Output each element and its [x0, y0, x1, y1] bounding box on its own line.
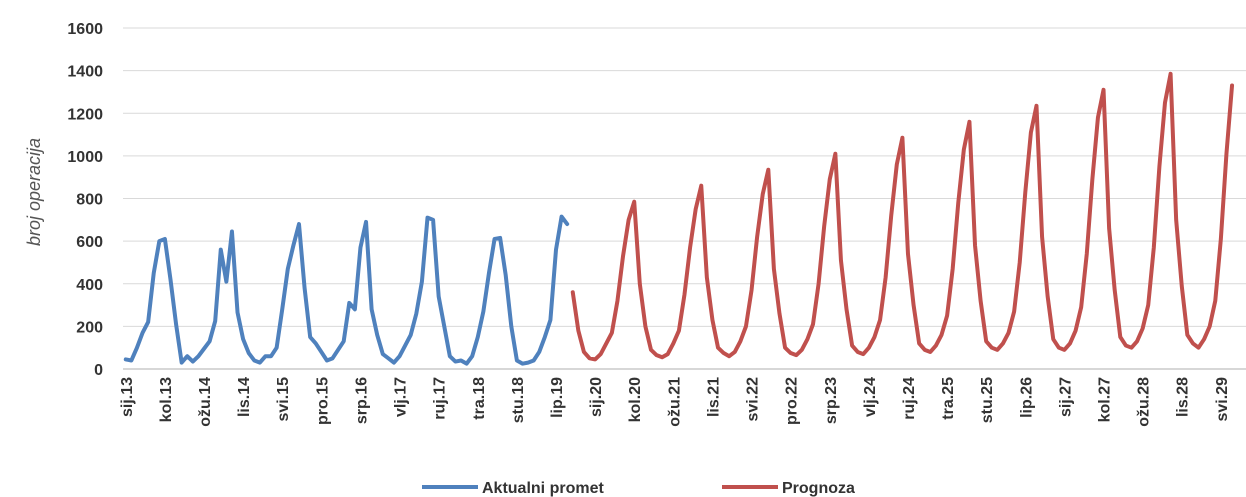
series-line-forecast: [570, 71, 1235, 362]
y-axis-title: broj operacija: [24, 138, 44, 246]
x-tick-label: sij.20: [588, 377, 605, 417]
x-tick-label: ožu.28: [1136, 377, 1153, 427]
x-tick-label: svi.15: [275, 377, 292, 422]
x-tick-label: pro.15: [314, 377, 331, 425]
x-tick-label: svi.29: [1214, 377, 1231, 422]
gridlines: [123, 27, 1246, 327]
x-tick-label: lip.19: [549, 377, 566, 418]
x-tick-label: ruj.17: [432, 377, 449, 420]
y-tick-label: 200: [76, 319, 103, 336]
x-tick-labels: sij.13 kol.13 ožu.14 lis.14 svi.15 pro.15 srp.…: [119, 377, 1231, 427]
y-tick-label: 0: [94, 362, 103, 379]
x-tick-label: srp.23: [823, 377, 840, 424]
x-tick-label: srp.16: [353, 377, 370, 424]
y-tick-label: 1200: [67, 106, 103, 123]
x-tick-label: kol.13: [158, 377, 175, 422]
x-tick-label: ožu.14: [197, 377, 214, 427]
x-tick-label: sij.13: [119, 377, 136, 417]
x-tick-label: sij.27: [1057, 377, 1074, 417]
x-tick-label: kol.27: [1097, 377, 1114, 422]
x-tick-label: svi.22: [745, 377, 762, 422]
legend-label-actual: Aktualni promet: [482, 480, 604, 497]
y-tick-label: 1000: [67, 149, 103, 166]
x-tick-label: lis.14: [236, 377, 253, 417]
series-lines: [123, 71, 1235, 366]
x-tick-label: ožu.21: [666, 377, 683, 427]
y-tick-label: 1400: [67, 64, 103, 81]
legend-label-forecast: Prognoza: [782, 480, 855, 497]
x-tick-label: tra.25: [940, 377, 957, 420]
x-tick-label: stu.25: [979, 377, 996, 423]
legend: Aktualni promet Prognoza: [422, 480, 855, 497]
y-tick-label: 400: [76, 277, 103, 294]
x-tick-label: vlj.17: [393, 377, 410, 417]
x-tick-label: kol.20: [627, 377, 644, 422]
y-tick-label: 800: [76, 192, 103, 209]
x-tick-label: stu.18: [510, 377, 527, 423]
series-line-actual: [123, 214, 570, 366]
y-tick-label: 1600: [67, 21, 103, 38]
y-tick-labels: 0 200 400 600 800 1000 1200 1400 1600: [67, 21, 103, 379]
x-tick-label: lip.26: [1018, 377, 1035, 418]
x-tick-label: vlj.24: [862, 377, 879, 417]
x-tick-label: ruj.24: [901, 377, 918, 420]
x-tick-label: pro.22: [784, 377, 801, 425]
x-tick-label: lis.28: [1175, 377, 1192, 417]
y-tick-label: 600: [76, 234, 103, 251]
x-tick-label: tra.18: [471, 377, 488, 420]
x-tick-label: lis.21: [705, 377, 722, 417]
